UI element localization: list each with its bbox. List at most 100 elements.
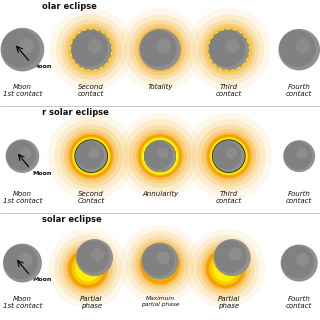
Circle shape <box>19 38 34 53</box>
Circle shape <box>54 119 128 193</box>
Circle shape <box>19 253 33 266</box>
Text: Second
Contact: Second Contact <box>77 191 105 204</box>
Circle shape <box>212 33 246 67</box>
Circle shape <box>1 29 40 68</box>
Circle shape <box>74 33 108 67</box>
Circle shape <box>212 139 246 173</box>
Text: r solar eclipse: r solar eclipse <box>42 108 108 117</box>
Circle shape <box>72 137 110 175</box>
Circle shape <box>67 132 115 180</box>
Circle shape <box>193 14 264 85</box>
Circle shape <box>204 247 247 290</box>
Circle shape <box>296 39 310 53</box>
Circle shape <box>128 124 192 188</box>
Text: Fourth
contact: Fourth contact <box>286 84 312 97</box>
Circle shape <box>76 141 104 170</box>
Circle shape <box>210 137 248 175</box>
Circle shape <box>215 36 242 63</box>
Text: Moon: Moon <box>32 64 52 69</box>
Circle shape <box>147 251 173 277</box>
Text: Moon: Moon <box>32 277 52 283</box>
Circle shape <box>20 147 31 159</box>
Circle shape <box>60 124 123 188</box>
Circle shape <box>56 14 126 85</box>
Circle shape <box>144 140 176 172</box>
Text: Fourth
contact: Fourth contact <box>286 191 312 204</box>
Circle shape <box>78 36 105 63</box>
Circle shape <box>77 240 109 273</box>
Circle shape <box>279 30 316 67</box>
Circle shape <box>116 113 204 200</box>
Circle shape <box>201 244 250 293</box>
Circle shape <box>197 240 254 297</box>
Circle shape <box>205 132 253 180</box>
Circle shape <box>208 29 250 70</box>
Circle shape <box>185 113 272 200</box>
Text: Third
contact: Third contact <box>216 191 242 204</box>
Circle shape <box>72 252 104 285</box>
Circle shape <box>138 243 182 286</box>
Circle shape <box>48 229 128 308</box>
Circle shape <box>141 243 179 280</box>
Text: Maximum
partial phase: Maximum partial phase <box>141 296 179 307</box>
Circle shape <box>61 20 121 80</box>
Circle shape <box>137 27 183 73</box>
Circle shape <box>206 249 245 288</box>
Circle shape <box>54 235 122 302</box>
Circle shape <box>142 244 175 276</box>
Circle shape <box>209 252 242 285</box>
Circle shape <box>6 139 39 173</box>
Circle shape <box>134 24 186 76</box>
Circle shape <box>186 229 265 308</box>
Text: Partial
phase: Partial phase <box>80 296 102 309</box>
Circle shape <box>120 225 200 304</box>
Circle shape <box>144 140 176 172</box>
Circle shape <box>136 132 184 180</box>
Circle shape <box>50 8 133 91</box>
Circle shape <box>203 24 255 76</box>
Circle shape <box>66 247 110 290</box>
Circle shape <box>192 119 266 193</box>
Circle shape <box>213 239 251 276</box>
Circle shape <box>88 39 102 53</box>
Circle shape <box>297 148 308 159</box>
Circle shape <box>140 244 180 284</box>
Circle shape <box>63 244 113 293</box>
Circle shape <box>213 140 245 172</box>
Circle shape <box>208 29 250 70</box>
Circle shape <box>187 8 270 91</box>
Circle shape <box>68 27 114 73</box>
Circle shape <box>88 148 100 159</box>
Circle shape <box>74 139 108 173</box>
Circle shape <box>69 134 113 178</box>
Circle shape <box>74 139 108 173</box>
Circle shape <box>197 124 260 188</box>
Circle shape <box>126 230 194 298</box>
Circle shape <box>144 248 176 281</box>
Text: Moon
1st contact: Moon 1st contact <box>3 296 42 309</box>
Circle shape <box>139 29 181 70</box>
Circle shape <box>229 248 242 261</box>
Text: Third
contact: Third contact <box>216 84 242 97</box>
Circle shape <box>226 148 237 159</box>
Circle shape <box>135 239 185 289</box>
Circle shape <box>91 248 104 261</box>
Circle shape <box>64 129 118 183</box>
Circle shape <box>70 29 112 70</box>
Circle shape <box>214 240 247 273</box>
Circle shape <box>283 140 315 172</box>
Circle shape <box>123 119 197 193</box>
Circle shape <box>212 139 246 173</box>
Circle shape <box>48 113 135 200</box>
Circle shape <box>141 137 179 175</box>
Circle shape <box>145 141 173 170</box>
Circle shape <box>71 30 108 67</box>
Text: Moon
1st contact: Moon 1st contact <box>3 191 42 204</box>
Circle shape <box>157 148 169 159</box>
Circle shape <box>199 20 259 80</box>
Circle shape <box>68 249 108 288</box>
Text: Moon: Moon <box>32 171 52 176</box>
Text: solar eclipse: solar eclipse <box>42 215 101 224</box>
Circle shape <box>130 20 190 80</box>
Circle shape <box>207 134 251 178</box>
